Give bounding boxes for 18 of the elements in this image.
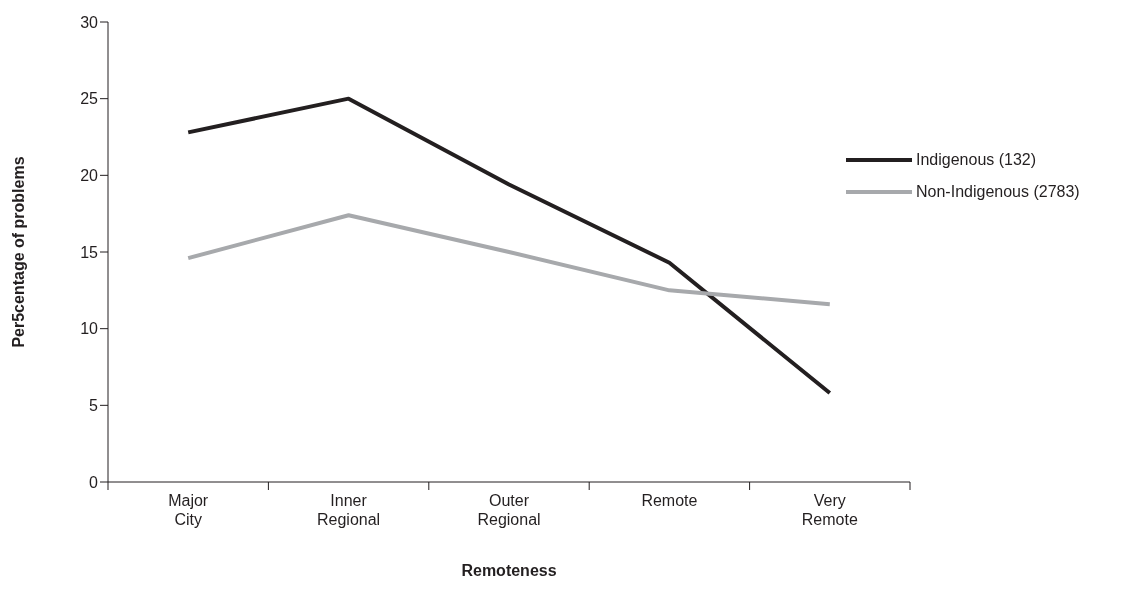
line-series (186, 213, 832, 307)
y-tick-label: 20 (80, 167, 99, 185)
x-axis-title: Remoteness (461, 562, 557, 579)
y-tick-label: 30 (80, 13, 99, 31)
y-tick-label: 25 (80, 90, 99, 108)
x-tick-label: Inner Regional (317, 492, 381, 528)
y-tick-label: 0 (89, 473, 99, 491)
y-tick-label: 5 (89, 397, 99, 415)
x-tick-label: Remote (641, 492, 698, 509)
y-tick-label: 10 (80, 320, 99, 338)
y-tick-label: 15 (80, 243, 99, 261)
x-tick-label: Very Remote (801, 492, 858, 528)
x-tick-label: Outer Regional (477, 492, 541, 528)
legend-label: Indigenous (132) (916, 151, 1037, 169)
y-axis-title: Per5centage of problems (9, 156, 27, 348)
legend-label: Non-Indigenous (2783) (916, 183, 1080, 201)
x-tick-label: Major City (168, 492, 209, 528)
line-series (186, 96, 832, 396)
